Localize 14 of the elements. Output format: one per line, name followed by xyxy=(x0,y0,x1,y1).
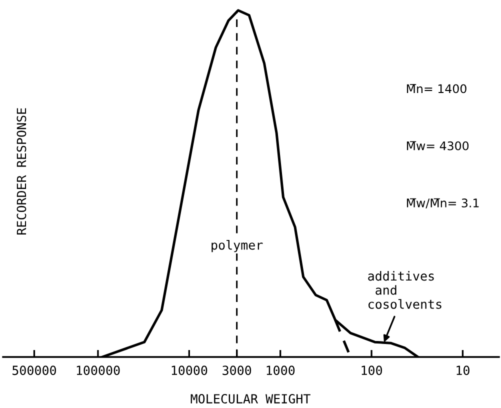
x-tick-label: 10 xyxy=(456,366,470,376)
annotation: M̅w/M̅n= 3.1 xyxy=(406,198,479,208)
annotation: M̅w= 4300 xyxy=(406,141,469,150)
x-tick-label: 100 xyxy=(362,366,382,376)
y-axis-title: RECORDER RESPONSE xyxy=(16,108,26,234)
x-tick-label: 1000 xyxy=(266,366,295,376)
x-tick-label: 100000 xyxy=(76,366,120,376)
x-tick-label: 500000 xyxy=(12,366,56,376)
annotation: additives and cosolvents xyxy=(368,271,442,309)
annotation: M̅n= 1400 xyxy=(406,84,466,94)
x-axis-title: MOLECULAR WEIGHT xyxy=(190,394,310,404)
x-tick-label: 10000 xyxy=(172,366,208,376)
x-tick-label: 3000 xyxy=(222,366,252,376)
ref-line-label: polymer xyxy=(212,240,263,252)
